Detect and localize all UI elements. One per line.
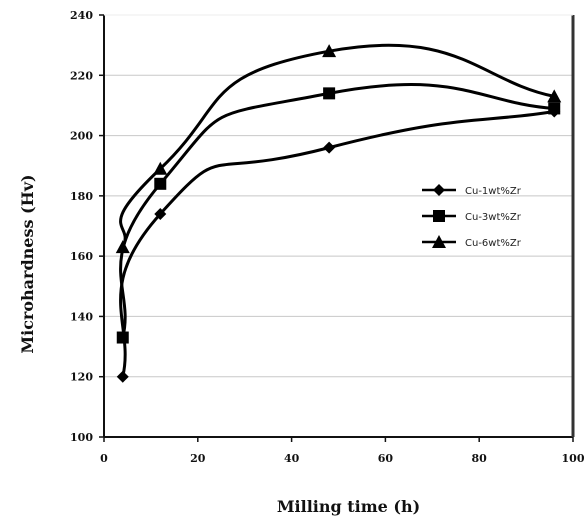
legend-marker-1 (433, 184, 445, 196)
legend-marker-3 (432, 235, 446, 248)
y-tick-label: 180 (70, 190, 93, 203)
data-point-series-2 (116, 331, 129, 344)
x-axis-label: Milling time (h) (277, 497, 420, 516)
y-axis-label: Microhardness (Hv) (18, 174, 37, 353)
legend-label-2: Cu-3wt%Zr (465, 212, 522, 223)
y-tick-label: 140 (70, 310, 93, 323)
data-point-series-3 (153, 161, 168, 175)
data-point-series-3 (115, 240, 130, 254)
x-tick-label: 20 (190, 452, 206, 465)
data-point-series-2 (548, 102, 561, 115)
data-point-series-2 (154, 177, 167, 190)
legend-marker-2 (433, 210, 445, 222)
legend-label-3: Cu-6wt%Zr (465, 238, 522, 249)
data-point-series-2 (323, 87, 336, 100)
data-point-series-1 (323, 141, 336, 154)
series-line-2 (119, 83, 556, 340)
data-point-series-1 (116, 370, 129, 383)
y-tick-label: 200 (70, 130, 93, 143)
series-line-3 (119, 43, 556, 249)
data-point-series-3 (322, 44, 337, 58)
data-point-series-1 (154, 207, 167, 220)
series-line-1 (119, 109, 556, 379)
x-tick-label: 0 (100, 452, 108, 465)
x-tick-label: 100 (562, 452, 585, 465)
y-tick-label: 220 (70, 69, 93, 82)
y-tick-label: 100 (70, 431, 93, 444)
y-tick-label: 240 (70, 9, 93, 22)
x-tick-label: 40 (284, 452, 300, 465)
y-tick-label: 160 (70, 250, 93, 263)
y-tick-label: 120 (70, 371, 93, 384)
legend-label-1: Cu-1wt%Zr (465, 186, 522, 197)
plot-area (104, 15, 573, 437)
x-tick-label: 80 (472, 452, 488, 465)
x-tick-label: 60 (378, 452, 394, 465)
data-point-series-3 (547, 89, 562, 103)
